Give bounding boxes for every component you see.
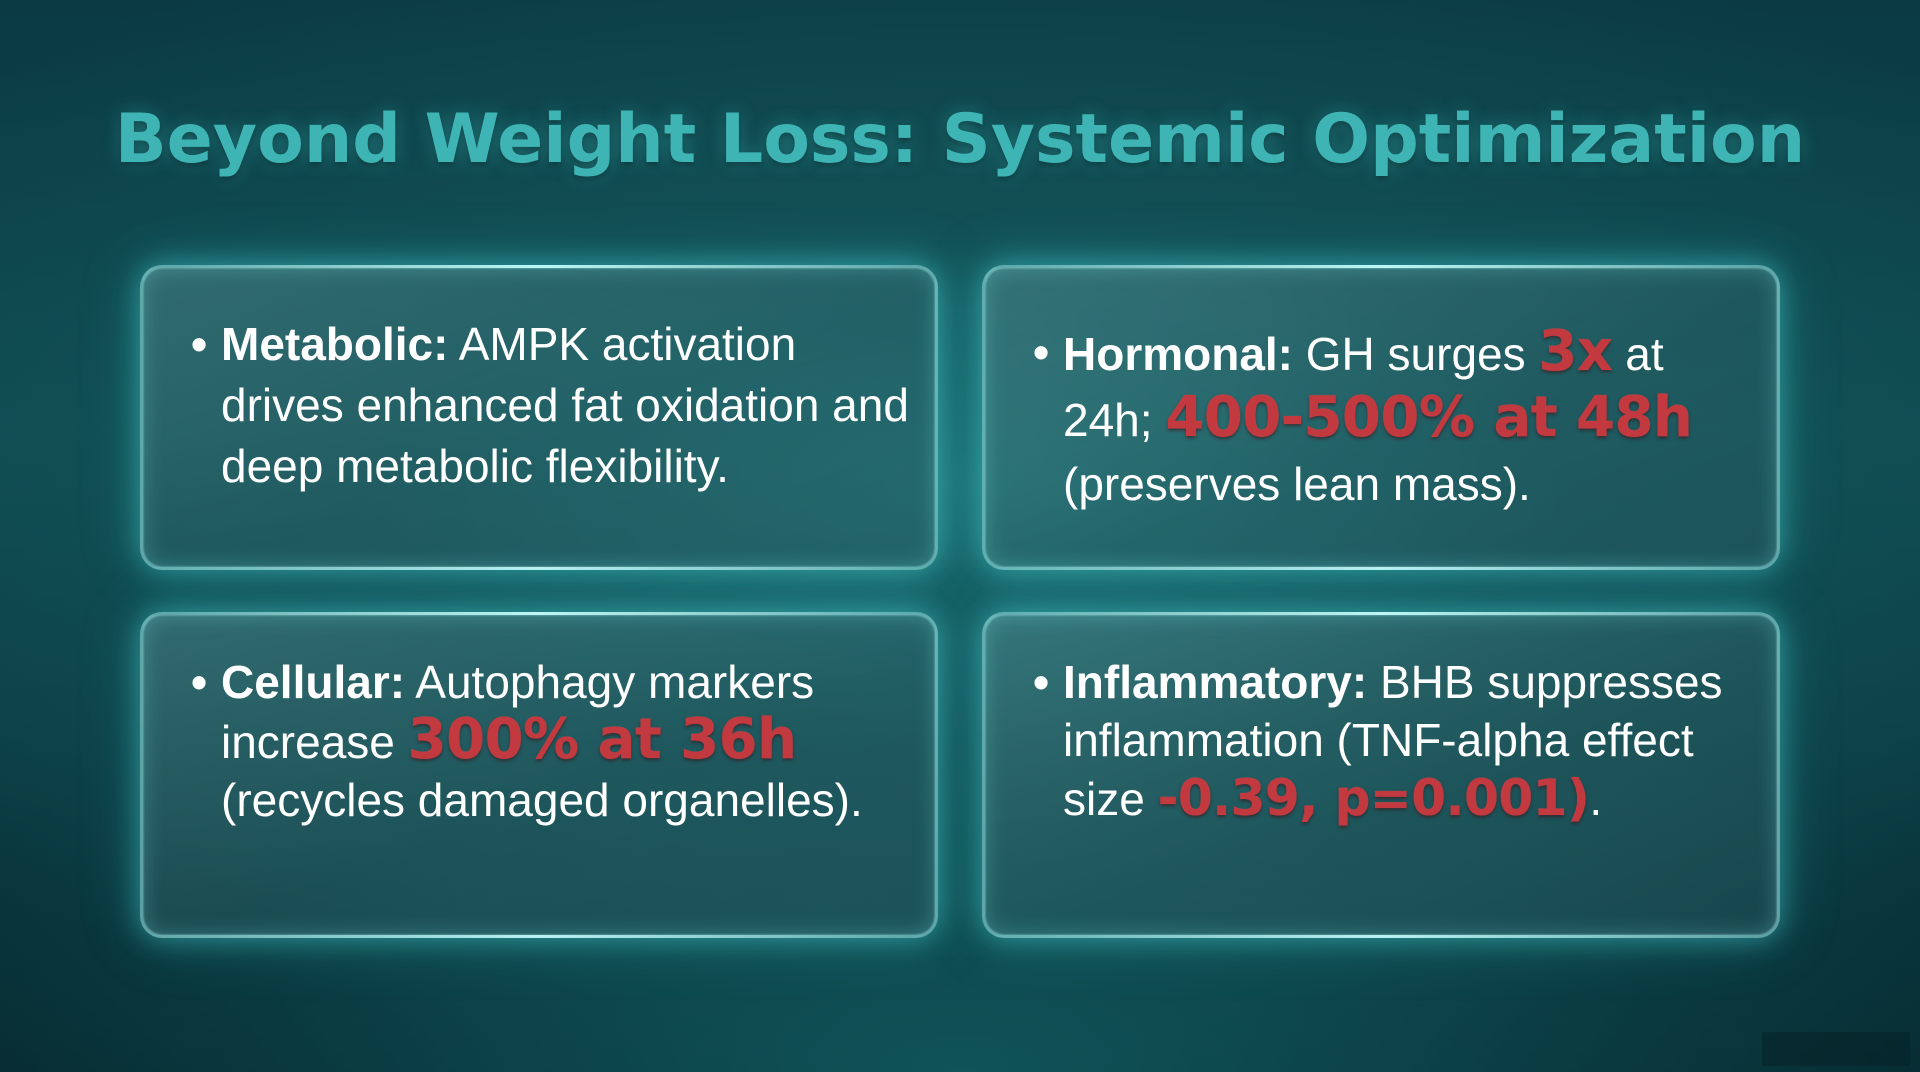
cellular-body-2: (recycles damaged organelles). bbox=[221, 774, 863, 826]
hormonal-label: Hormonal: bbox=[1063, 328, 1293, 380]
card-cellular: • Cellular: Autophagy markers increase 3… bbox=[140, 612, 938, 938]
hormonal-body-2: at 24h; bbox=[1063, 328, 1664, 446]
inflammatory-body-2: . bbox=[1589, 773, 1603, 825]
metabolic-label: Metabolic: bbox=[221, 318, 449, 370]
cellular-text: Cellular: Autophagy markers increase 300… bbox=[221, 653, 911, 829]
bullet-metabolic: • Metabolic: AMPK activation drives enha… bbox=[191, 314, 911, 497]
cellular-body-1: Autophagy markers increase bbox=[221, 656, 815, 768]
metabolic-body: AMPK activation drives enhanced fat oxid… bbox=[221, 318, 909, 492]
hormonal-highlight-gh: 3x bbox=[1538, 319, 1613, 384]
bullet-dot-icon: • bbox=[1033, 326, 1050, 378]
metabolic-text: Metabolic: AMPK activation drives enhanc… bbox=[221, 314, 911, 497]
bullet-hormonal: • Hormonal: GH surges 3x at 24h; 400-500… bbox=[1033, 320, 1753, 516]
hormonal-highlight-48h: 400-500% at 48h bbox=[1165, 385, 1693, 450]
slide-title: Beyond Weight Loss: Systemic Optimizatio… bbox=[114, 100, 1806, 179]
inflammatory-highlight-tnf: -0.39, p=0.001) bbox=[1157, 769, 1590, 827]
bullet-dot-icon: • bbox=[191, 318, 208, 370]
hormonal-body-3: (preserves lean mass). bbox=[1063, 458, 1531, 510]
inflammatory-text: Inflammatory: BHB suppresses inflammatio… bbox=[1063, 653, 1753, 828]
card-hormonal: • Hormonal: GH surges 3x at 24h; 400-500… bbox=[982, 265, 1780, 570]
bullet-dot-icon: • bbox=[191, 656, 208, 708]
cellular-label: Cellular: bbox=[221, 656, 406, 708]
corner-overlay bbox=[1762, 1032, 1910, 1066]
bullet-cellular: • Cellular: Autophagy markers increase 3… bbox=[191, 653, 911, 829]
hormonal-body-1: GH surges bbox=[1293, 328, 1539, 380]
inflammatory-body-1: BHB suppresses inflammation (TNF-alpha e… bbox=[1063, 656, 1723, 825]
card-inflammatory: • Inflammatory: BHB suppresses inflammat… bbox=[982, 612, 1780, 938]
inflammatory-label: Inflammatory: bbox=[1063, 656, 1368, 708]
cellular-highlight-autophagy: 300% at 36h bbox=[407, 707, 797, 772]
bullet-dot-icon: • bbox=[1033, 656, 1050, 708]
hormonal-text: Hormonal: GH surges 3x at 24h; 400-500% … bbox=[1063, 320, 1753, 516]
card-metabolic: • Metabolic: AMPK activation drives enha… bbox=[140, 265, 938, 570]
bullet-inflammatory: • Inflammatory: BHB suppresses inflammat… bbox=[1033, 653, 1753, 828]
